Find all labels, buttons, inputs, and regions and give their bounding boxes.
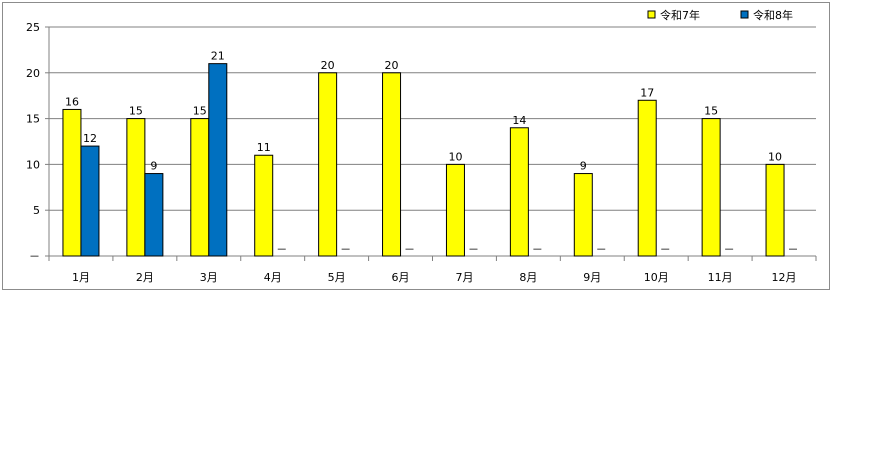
legend-label-1: 令和7年: [660, 8, 700, 22]
data-label: 9: [150, 160, 157, 173]
data-label: 20: [321, 59, 335, 72]
bar-series-2: [144, 173, 164, 257]
data-label: －: [596, 243, 607, 256]
x-tick-label: 8月: [519, 271, 537, 284]
data-label: －: [276, 243, 287, 256]
data-label: 21: [211, 50, 225, 63]
x-tick-label: 7月: [455, 271, 473, 284]
data-label: 15: [704, 105, 718, 118]
bar-series-1: [62, 108, 82, 257]
x-tick-label: 6月: [392, 271, 410, 284]
y-tick-label: 15: [26, 113, 40, 126]
bar-series-1: [382, 72, 402, 257]
bar-series-1: [765, 163, 785, 257]
y-tick-label: 10: [26, 158, 40, 171]
legend-swatch-2: [740, 10, 749, 19]
data-label: 10: [448, 150, 462, 163]
data-label: －: [788, 243, 799, 256]
bar-series-1: [254, 154, 274, 257]
legend-label-2: 令和8年: [753, 8, 793, 22]
data-label: 10: [768, 150, 782, 163]
data-label: 16: [65, 95, 79, 108]
y-tick-label: 20: [26, 67, 40, 80]
data-label: 11: [257, 141, 271, 154]
bar-chart: － 5 10 15 20 25 1月 16 12 2月 15 9 3月 15 21 4月 11 － 5月 20 － 6月 2…: [26, 8, 817, 284]
data-label: －: [404, 243, 415, 256]
bar-series-1: [701, 118, 721, 257]
x-tick-label: 2月: [136, 271, 154, 284]
data-label: －: [532, 243, 543, 256]
data-label: 12: [83, 132, 97, 145]
data-label: 20: [385, 59, 399, 72]
bar-series-1: [126, 118, 146, 257]
x-tick-label: 12月: [772, 271, 797, 284]
data-label: －: [724, 243, 735, 256]
y-tick-label: 25: [26, 21, 40, 34]
data-label: －: [468, 243, 479, 256]
chart-frame: － 5 10 15 20 25 1月 16 12 2月 15 9 3月 15 21 4月 11 － 5月 20 － 6月 2…: [2, 2, 830, 290]
x-tick-label: 4月: [264, 271, 282, 284]
x-tick-label: 11月: [708, 271, 733, 284]
bar-series-2: [80, 145, 100, 257]
data-label: －: [340, 243, 351, 256]
x-tick-label: 9月: [583, 271, 601, 284]
y-tick-label: －: [29, 250, 40, 263]
bar-series-1: [318, 72, 338, 257]
x-tick-label: 10月: [644, 271, 669, 284]
bar-series-1: [190, 118, 210, 257]
bar-series-1: [637, 99, 657, 257]
bar-series-1: [445, 163, 465, 257]
legend-swatch-1: [647, 10, 656, 19]
data-label: 15: [193, 105, 207, 118]
x-tick-label: 3月: [200, 271, 218, 284]
data-label: 17: [640, 86, 654, 99]
x-tick-label: 1月: [72, 271, 90, 284]
bar-series-1: [573, 173, 593, 257]
data-label: 15: [129, 105, 143, 118]
x-tick-label: 5月: [328, 271, 346, 284]
y-tick-label: 5: [33, 204, 40, 217]
data-label: 9: [580, 160, 587, 173]
bar-series-2: [208, 63, 228, 257]
data-label: 14: [512, 114, 526, 127]
data-label: －: [660, 243, 671, 256]
bar-series-1: [509, 127, 529, 257]
